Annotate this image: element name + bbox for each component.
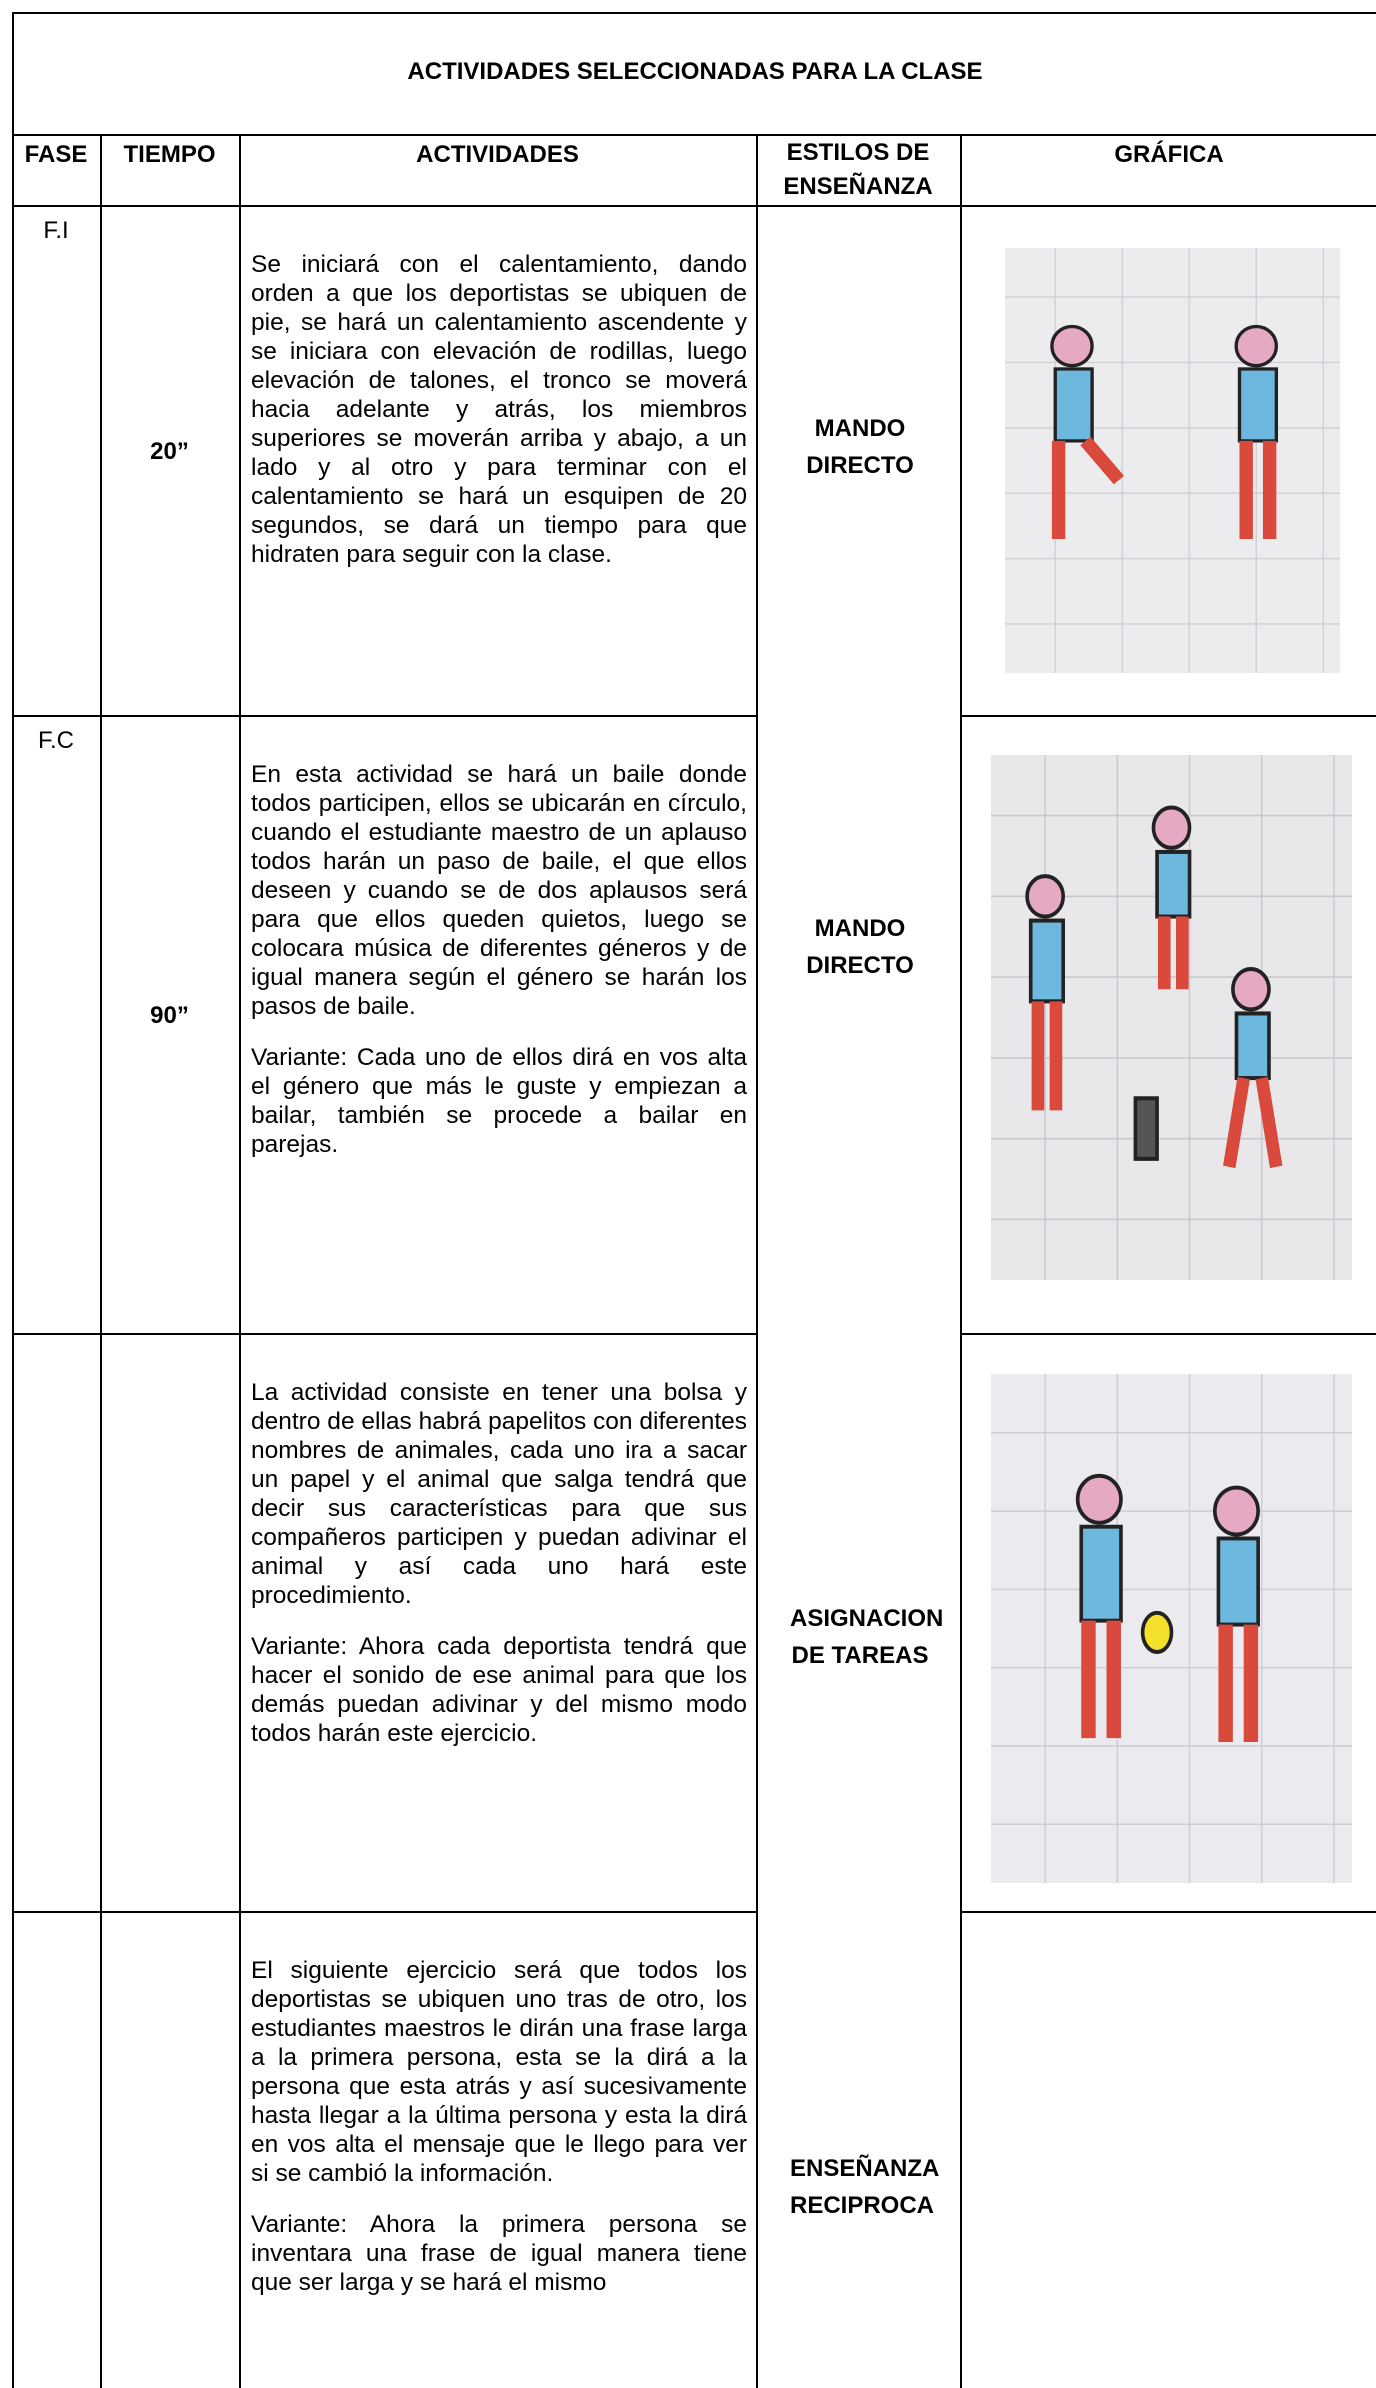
- rule: [100, 134, 102, 2388]
- column-header: ACTIVIDADES: [416, 141, 579, 168]
- drawing-warmup: [1005, 248, 1340, 673]
- column-header: ESTILOS DE ENSEÑANZA: [783, 139, 933, 200]
- tiempo: 20”: [150, 438, 189, 465]
- paragraph: El siguiente ejercicio será que todos lo…: [251, 1957, 747, 2187]
- rule: [12, 134, 1376, 136]
- fase: F.C: [38, 727, 74, 754]
- column-header: TIEMPO: [123, 141, 216, 168]
- paragraph: Variante: Ahora cada deportista tendrá q…: [251, 1633, 747, 1747]
- fase: F.I: [43, 217, 69, 244]
- title: ACTIVIDADES SELECCIONADAS PARA LA CLASE: [407, 58, 983, 85]
- rule: [239, 134, 241, 2388]
- rule: [12, 12, 1376, 14]
- rule: [12, 1911, 756, 1913]
- estilo: MANDO DIRECTO: [806, 915, 914, 979]
- activity-text: El siguiente ejercicio será que todos lo…: [251, 1956, 747, 2319]
- rule: [960, 134, 962, 2388]
- drawing-dance: [991, 755, 1352, 1280]
- activity-text: La actividad consiste en tener una bolsa…: [251, 1378, 747, 1770]
- rule: [960, 1333, 1376, 1335]
- column-header: GRÁFICA: [1114, 141, 1224, 168]
- estilo: ASIGNACION DE TAREAS: [790, 1605, 944, 1669]
- paragraph: En esta actividad se hará un baile donde…: [251, 761, 747, 1020]
- rule: [12, 205, 1376, 207]
- paragraph: Se iniciará con el calentamiento, dando …: [251, 251, 747, 568]
- paragraph: Variante: Cada uno de ellos dirá en vos …: [251, 1044, 747, 1158]
- activity-text: En esta actividad se hará un baile donde…: [251, 760, 747, 1181]
- rule: [756, 134, 758, 2388]
- column-header: FASE: [24, 141, 88, 168]
- tiempo: 90”: [150, 1002, 189, 1029]
- activity-text: Se iniciará con el calentamiento, dando …: [251, 250, 747, 591]
- rule: [960, 1911, 1376, 1913]
- rule: [12, 12, 14, 2388]
- estilo: MANDO DIRECTO: [806, 415, 914, 479]
- paragraph: La actividad consiste en tener una bolsa…: [251, 1379, 747, 1609]
- drawing-bag: [991, 1374, 1352, 1883]
- rule: [12, 715, 756, 717]
- paragraph: Variante: Ahora la primera persona se in…: [251, 2211, 747, 2296]
- estilo: ENSEÑANZA RECIPROCA: [790, 2155, 940, 2219]
- rule: [12, 1333, 756, 1335]
- rule: [960, 715, 1376, 717]
